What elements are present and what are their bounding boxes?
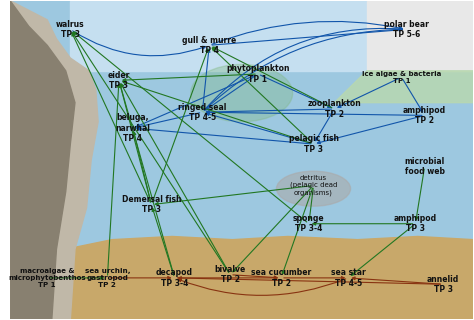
Text: beluga,
narwhal
TP 4: beluga, narwhal TP 4	[116, 113, 150, 143]
Polygon shape	[70, 1, 474, 71]
Text: walrus
TP 3: walrus TP 3	[56, 20, 85, 39]
Text: gull & murre
TP 4: gull & murre TP 4	[182, 36, 237, 55]
Text: amphipod
TP 2: amphipod TP 2	[403, 106, 446, 125]
Text: ringed seal
TP 4-5: ringed seal TP 4-5	[178, 102, 227, 122]
Text: phytoplankton
TP 1: phytoplankton TP 1	[226, 64, 290, 84]
Polygon shape	[10, 1, 75, 319]
Ellipse shape	[191, 64, 292, 122]
Text: zooplankton
TP 2: zooplankton TP 2	[308, 99, 361, 119]
Text: microbial
food web: microbial food web	[404, 157, 445, 176]
Text: sponge
TP 3-4: sponge TP 3-4	[293, 214, 325, 233]
Polygon shape	[10, 1, 98, 319]
Text: sea urchin,
gastropod
TP 2: sea urchin, gastropod TP 2	[85, 268, 130, 288]
Text: macroalgae &
microphytobenthos
TP 1: macroalgae & microphytobenthos TP 1	[9, 268, 86, 288]
Polygon shape	[66, 236, 474, 319]
Ellipse shape	[276, 171, 351, 206]
Polygon shape	[334, 71, 474, 103]
Text: sea star
TP 4-5: sea star TP 4-5	[331, 268, 365, 288]
Text: pelagic fish
TP 3: pelagic fish TP 3	[289, 134, 338, 154]
Text: decapod
TP 3-4: decapod TP 3-4	[156, 268, 193, 288]
Bar	[367, 1, 474, 71]
Text: detritus
(pelagic dead
organisms): detritus (pelagic dead organisms)	[290, 175, 337, 196]
Text: bivalve
TP 2: bivalve TP 2	[215, 265, 246, 284]
Text: amphipod
TP 3: amphipod TP 3	[394, 214, 437, 233]
Text: Demersal fish
TP 3: Demersal fish TP 3	[122, 195, 181, 214]
Text: eider
TP 3: eider TP 3	[108, 71, 130, 90]
Text: sea cucumber
TP 2: sea cucumber TP 2	[251, 268, 311, 288]
Text: polar bear
TP 5-6: polar bear TP 5-6	[384, 20, 428, 39]
Text: annelid
TP 3: annelid TP 3	[427, 275, 459, 294]
Text: ice algae & bacteria
TP 1: ice algae & bacteria TP 1	[362, 71, 441, 84]
